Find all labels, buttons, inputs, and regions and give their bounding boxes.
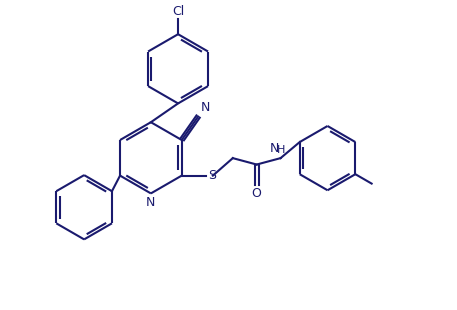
Text: Cl: Cl [172, 5, 184, 18]
Text: N: N [270, 142, 280, 155]
Text: H: H [276, 145, 285, 155]
Text: S: S [208, 169, 216, 182]
Text: N: N [146, 196, 155, 209]
Text: N: N [201, 101, 211, 114]
Text: O: O [252, 187, 261, 200]
